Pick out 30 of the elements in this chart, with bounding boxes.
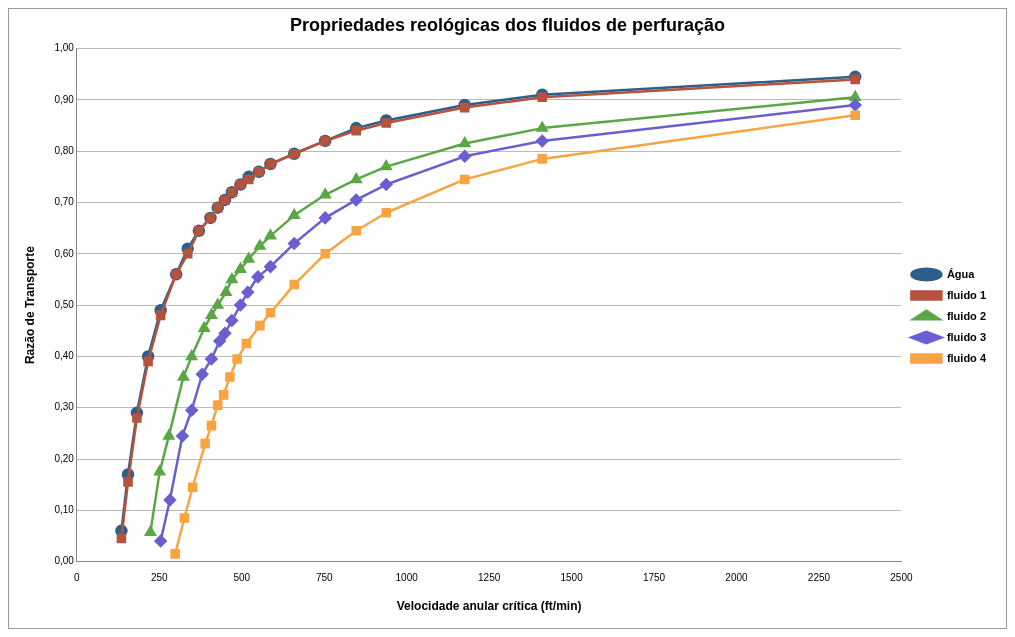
- y-tick-label: 0,00: [54, 555, 75, 567]
- y-tick-label: 0,70: [54, 196, 75, 208]
- chart-title: Propriedades reológicas dos fluidos de perfuração: [289, 14, 726, 35]
- y-tick-label: 1,00: [54, 42, 75, 54]
- x-tick-label: 1750: [642, 572, 666, 584]
- x-tick-label: 750: [315, 572, 333, 584]
- legend-label: fluido 1: [946, 288, 986, 301]
- y-axis-title: Razão de Transporte: [22, 245, 37, 365]
- x-tick-label: 500: [233, 572, 251, 584]
- y-tick-label: 0,20: [54, 452, 75, 464]
- y-tick-label: 0,60: [54, 247, 75, 259]
- y-tick-label: 0,80: [54, 144, 75, 156]
- x-tick-label: 2500: [890, 572, 913, 584]
- y-tick-label: 0,10: [54, 504, 75, 516]
- legend-label: fluido 3: [946, 330, 986, 343]
- x-tick-label: 1000: [395, 572, 419, 584]
- y-tick-label: 0,50: [54, 298, 75, 310]
- x-tick-label: 1250: [478, 572, 501, 584]
- y-tick-label: 0,90: [54, 93, 75, 105]
- x-axis-title: Velocidade anular crítica (ft/min): [396, 599, 582, 614]
- y-tick-label: 0,40: [54, 350, 75, 362]
- x-tick-label: 2000: [725, 572, 749, 584]
- x-tick-label: 2250: [807, 572, 831, 584]
- legend-label: fluido 2: [946, 309, 986, 322]
- x-tick-label: 0: [74, 572, 81, 584]
- legend-label: Água: [946, 267, 976, 280]
- x-tick-label: 1500: [560, 572, 584, 584]
- y-tick-label: 0,30: [54, 401, 75, 413]
- x-tick-label: 250: [150, 572, 169, 584]
- legend-label: fluido 4: [946, 351, 987, 364]
